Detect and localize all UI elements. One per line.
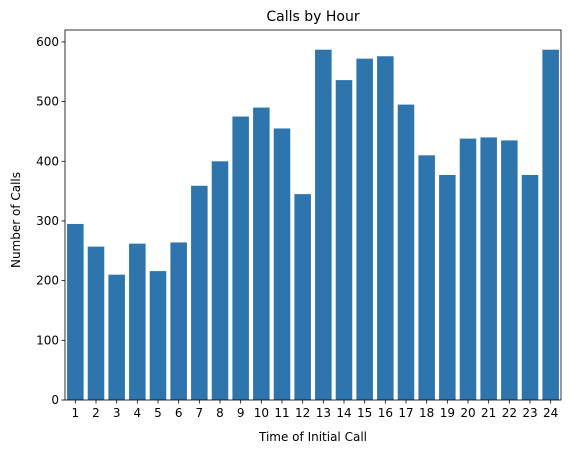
x-tick-label: 9 [237, 406, 245, 420]
bar-hour-17 [397, 104, 415, 400]
x-tick-label: 19 [440, 406, 455, 420]
bar-hour-24 [542, 49, 559, 401]
x-tick-label: 18 [419, 406, 434, 420]
y-tick-label: 400 [36, 154, 59, 168]
x-tick-label: 4 [134, 406, 142, 420]
x-tick-label: 2 [92, 406, 100, 420]
x-tick-label: 22 [502, 406, 517, 420]
y-tick-label: 500 [36, 95, 59, 109]
bar-hour-8 [211, 161, 229, 400]
bar-hour-10 [253, 107, 270, 401]
bar-hour-12 [294, 194, 311, 400]
x-tick-label: 10 [254, 406, 269, 420]
bar-hour-19 [439, 175, 456, 400]
bar-hour-16 [377, 56, 394, 401]
y-tick-label: 600 [36, 35, 59, 49]
bar-hour-21 [480, 137, 497, 400]
y-axis-label: Number of Calls [9, 172, 23, 268]
bar-hour-4 [129, 243, 146, 400]
x-tick-label: 7 [196, 406, 204, 420]
x-tick-label: 23 [522, 406, 537, 420]
x-tick-label: 16 [378, 406, 393, 420]
plot-frame [64, 29, 562, 401]
x-tick-label: 15 [357, 406, 372, 420]
x-axis-label: Time of Initial Call [258, 430, 367, 444]
y-tick-label: 100 [36, 333, 59, 347]
chart-title: Calls by Hour [266, 9, 359, 25]
x-tick-label: 12 [295, 406, 310, 420]
bar-hour-11 [273, 128, 291, 400]
y-tick-label: 300 [36, 214, 59, 228]
bar-hour-6 [170, 242, 187, 400]
bar-hour-5 [149, 271, 167, 400]
x-tick-label: 3 [113, 406, 121, 420]
bar-hour-20 [459, 138, 477, 400]
y-tick-label: 200 [36, 274, 59, 288]
bar-hour-15 [356, 58, 373, 400]
y-tick-label: 0 [51, 393, 59, 407]
x-tick-label: 5 [154, 406, 162, 420]
bar-hour-13 [315, 49, 332, 401]
x-tick-label: 24 [543, 406, 558, 420]
bar-hour-22 [501, 140, 518, 400]
bar-hour-18 [418, 155, 435, 400]
x-ticks-group: 1 2 3 4 5 6 7 8 9 10 11 12 13 14 15 16 17 18 19 20 21 22 23 24 [72, 400, 558, 420]
x-tick-label: 20 [460, 406, 475, 420]
bar-hour-23 [521, 175, 539, 400]
x-tick-label: 14 [336, 406, 351, 420]
x-tick-label: 13 [316, 406, 331, 420]
x-tick-label: 11 [274, 406, 289, 420]
y-ticks-group: 0 100 200 300 400 500 600 [36, 35, 65, 407]
x-tick-label: 8 [216, 406, 224, 420]
x-tick-label: 1 [72, 406, 80, 420]
x-tick-label: 17 [398, 406, 413, 420]
x-tick-label: 6 [175, 406, 183, 420]
bar-hour-7 [191, 185, 208, 400]
x-tick-label: 21 [481, 406, 496, 420]
bar-hour-9 [232, 116, 249, 400]
bar-hour-14 [335, 80, 353, 401]
bar-hour-2 [87, 246, 105, 400]
bar-hour-3 [108, 274, 125, 400]
bar-hour-1 [67, 223, 84, 400]
bars-group [67, 49, 559, 401]
